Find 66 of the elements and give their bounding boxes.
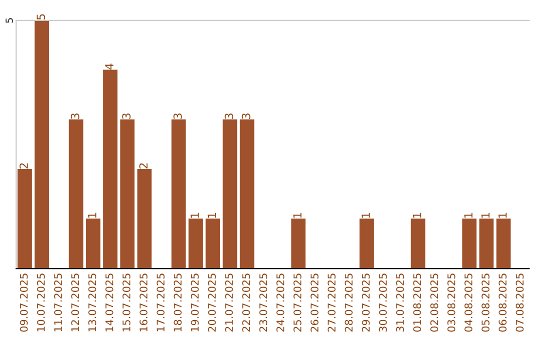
bar xyxy=(206,218,220,269)
data-label: 3 xyxy=(242,114,250,119)
data-label: 1 xyxy=(413,212,422,218)
x-tick-label: 27.07.2025 xyxy=(328,274,336,332)
x-tick-label: 04.08.2025 xyxy=(464,274,472,332)
x-tick-label: 17.07.2025 xyxy=(156,274,165,332)
bar xyxy=(222,119,238,269)
data-label: 1 xyxy=(293,212,302,218)
bar xyxy=(137,168,152,269)
x-tick-label: 23.07.2025 xyxy=(259,274,268,332)
data-label: 3 xyxy=(173,114,182,119)
x-tick-label: 28.07.2025 xyxy=(344,274,353,332)
data-label: 1 xyxy=(88,212,96,218)
x-tick-label: 03.08.2025 xyxy=(447,274,456,332)
x-tick-label: 21.07.2025 xyxy=(225,274,233,332)
data-label: 1 xyxy=(464,212,472,218)
bar xyxy=(171,119,186,269)
bar xyxy=(103,70,118,269)
x-tick-label: 06.08.2025 xyxy=(498,274,507,332)
x-tick-label: 31.07.2025 xyxy=(396,274,404,332)
bar xyxy=(496,218,511,269)
bar xyxy=(462,218,477,269)
data-label: 1 xyxy=(362,212,370,218)
x-tick-label: 14.07.2025 xyxy=(105,274,114,332)
bar xyxy=(68,119,84,269)
bar xyxy=(291,218,306,269)
bar xyxy=(18,168,32,269)
x-tick-label: 16.07.2025 xyxy=(140,274,148,332)
data-label: 1 xyxy=(190,212,199,218)
x-tick-label: 24.07.2025 xyxy=(276,274,284,332)
x-tick-label: 11.07.2025 xyxy=(54,274,62,332)
x-tick-label: 12.07.2025 xyxy=(71,274,80,332)
x-tick-label: 10.07.2025 xyxy=(36,274,45,332)
bar xyxy=(410,218,426,269)
x-tick-label: 01.08.2025 xyxy=(413,274,422,332)
data-label: 1 xyxy=(498,212,507,218)
data-label: 3 xyxy=(224,114,234,119)
data-label: 3 xyxy=(122,114,131,119)
bar xyxy=(120,119,135,269)
x-tick-label: 07.08.2025 xyxy=(516,274,524,332)
x-tick-label: 29.07.2025 xyxy=(362,274,370,332)
data-label: 5 xyxy=(36,14,46,20)
data-label: 2 xyxy=(20,163,28,169)
x-tick-label: 18.07.2025 xyxy=(174,274,182,332)
data-label: 2 xyxy=(139,163,148,169)
bar xyxy=(479,218,494,269)
data-label: 4 xyxy=(105,64,114,70)
x-tick-label: 20.07.2025 xyxy=(208,274,216,332)
bar xyxy=(240,119,254,269)
x-tick-label: 26.07.2025 xyxy=(310,274,318,332)
bar xyxy=(188,218,203,269)
bar xyxy=(34,20,50,269)
x-tick-label: 05.08.2025 xyxy=(482,274,490,332)
x-tick-label: 02.08.2025 xyxy=(430,274,438,332)
data-label: 1 xyxy=(481,212,490,218)
x-tick-label: 09.07.2025 xyxy=(20,274,28,332)
x-tick-label: 22.07.2025 xyxy=(242,274,250,332)
bar xyxy=(86,218,100,269)
data-label: 3 xyxy=(70,114,80,119)
x-tick-label: 25.07.2025 xyxy=(293,274,302,332)
x-tick-label: 19.07.2025 xyxy=(190,274,199,332)
x-tick-label: 15.07.2025 xyxy=(122,274,130,332)
x-tick-label: 13.07.2025 xyxy=(88,274,96,332)
data-label: 1 xyxy=(208,212,216,218)
bar xyxy=(360,218,374,269)
x-tick-label: 30.07.2025 xyxy=(378,274,387,332)
